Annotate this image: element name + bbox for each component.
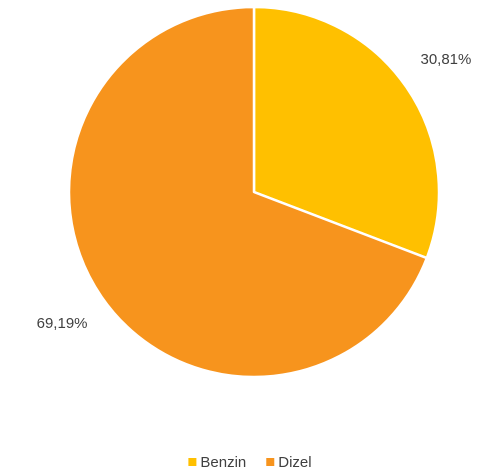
legend-label: Dizel: [278, 454, 311, 471]
data-label: 69,19%: [37, 315, 88, 332]
pie-slice: [252, 5, 441, 260]
legend: Benzin Dizel: [188, 454, 312, 471]
data-label: 30,81%: [420, 51, 471, 68]
data-labels: 30,81% 69,19%: [37, 51, 472, 332]
pie: [67, 5, 441, 379]
pie-slice: [67, 5, 429, 379]
legend-label: Benzin: [200, 454, 246, 471]
legend-swatch: [188, 458, 197, 466]
legend-swatch: [266, 458, 275, 466]
